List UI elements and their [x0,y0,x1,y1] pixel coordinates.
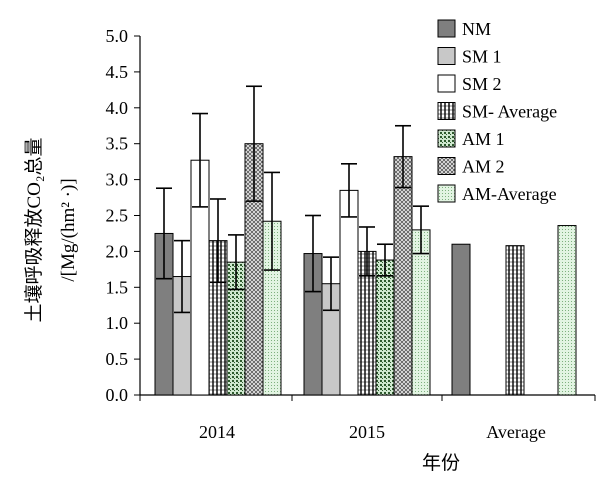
bar [375,259,395,396]
legend-swatch [437,47,456,65]
y-tick-label: 3.0 [106,170,129,190]
y-tick-label: 5.0 [106,26,129,46]
x-tick-label: 2015 [349,422,385,442]
legend-label: SM 2 [462,74,502,94]
bar [505,245,525,396]
legend-swatch [437,184,456,203]
y-tick-label: 1.0 [106,313,129,333]
legend-label: AM-Average [462,184,557,204]
y-axis-label: 土壤呼吸释放CO₂总量 /[Mg/(hm² ·)] [23,137,79,322]
legend-label: AM 1 [462,129,505,149]
bar [393,156,413,396]
y-tick-label: 4.5 [106,62,129,82]
y-tick-label: 2.5 [106,206,129,226]
y-tick-label: 0.5 [106,349,129,369]
y-tick-label: 2.0 [106,241,129,261]
y-tick-label: 0.0 [106,385,129,405]
legend-label: NM [462,19,491,39]
error-bars [156,85,429,314]
legend-swatch [437,102,456,120]
bar [557,225,577,396]
bar [451,243,471,396]
y-axis-unit: /[Mg/(hm² ·)] [58,178,79,281]
x-tick-label: Average [486,422,546,442]
y-tick-label: 4.0 [106,98,129,118]
legend-swatch [437,129,456,148]
legend-label: AM 2 [462,157,505,177]
legend-label: SM- Average [462,102,557,122]
legend-swatch [437,19,456,38]
legend: NM SM 1 SM 2 SM- Average AM 1 AM 2 AM-Average [437,19,557,204]
legend-swatch [437,157,456,175]
legend-label: SM 1 [462,47,502,67]
x-tick-label: 2014 [199,422,235,442]
legend-swatch [437,74,456,93]
bar [339,189,359,396]
y-tick-label: 3.5 [106,134,129,154]
x-axis-title: 年份 [422,452,460,474]
bars [154,143,577,396]
x-tick-labels: 2014 2015 Average [139,395,596,442]
y-tick-label: 1.5 [106,277,129,297]
y-axis-title: 土壤呼吸释放CO₂总量 [23,137,45,322]
bar [411,229,431,396]
y-ticks: 0.0 0.5 1.0 1.5 2.0 2.5 3.0 3.5 4.0 4.5 5.0 [106,26,140,405]
